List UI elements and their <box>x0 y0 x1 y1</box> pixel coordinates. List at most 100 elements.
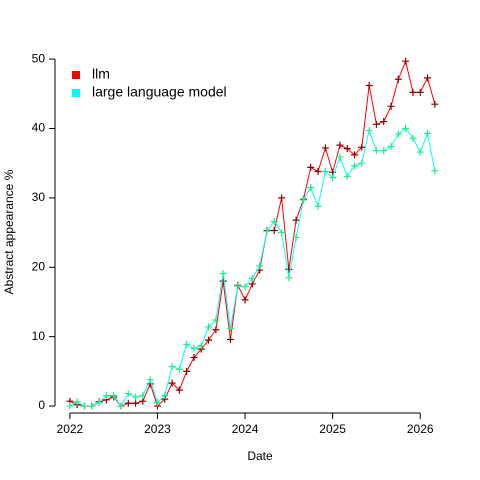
point-marker <box>117 402 125 410</box>
series-line <box>69 127 436 407</box>
point-marker <box>314 202 322 210</box>
y-tick-label: 10 <box>32 329 46 343</box>
series-line <box>69 59 436 407</box>
point-marker <box>314 168 322 176</box>
point-marker <box>431 167 439 175</box>
point-marker <box>278 229 286 237</box>
legend-swatch <box>72 71 80 79</box>
point-marker <box>380 118 388 126</box>
x-tick-label: 2024 <box>232 422 259 436</box>
legend-label: llm <box>92 66 110 82</box>
point-marker <box>146 376 154 384</box>
point-marker <box>416 88 424 96</box>
point-marker <box>299 196 307 204</box>
point-marker <box>241 283 249 291</box>
point-marker <box>95 399 103 407</box>
point-marker <box>168 379 176 387</box>
x-tick-label: 2025 <box>319 422 346 436</box>
point-marker <box>168 363 176 371</box>
y-tick-label: 50 <box>32 51 46 65</box>
point-marker <box>416 148 424 156</box>
x-axis-label: Date <box>247 449 273 463</box>
point-marker <box>336 153 344 161</box>
point-marker <box>336 141 344 149</box>
y-axis-label: Abstract appearance % <box>2 169 16 294</box>
point-marker <box>307 163 315 171</box>
point-marker <box>431 100 439 108</box>
y-tick-label: 40 <box>32 121 46 135</box>
point-marker <box>321 144 329 152</box>
point-marker <box>234 282 242 290</box>
point-marker <box>183 340 191 348</box>
point-marker <box>423 74 431 82</box>
x-tick-label: 2026 <box>407 422 434 436</box>
point-marker <box>256 262 264 270</box>
point-marker <box>205 323 213 331</box>
point-marker <box>307 183 315 191</box>
point-marker <box>205 336 213 344</box>
point-marker <box>212 316 220 324</box>
point-marker <box>88 402 96 410</box>
point-marker <box>66 402 74 410</box>
legend-label: large language model <box>92 84 227 100</box>
point-marker <box>285 265 293 273</box>
point-marker <box>329 174 337 182</box>
point-marker <box>372 147 380 155</box>
y-tick-label: 0 <box>38 398 45 412</box>
point-marker <box>241 296 249 304</box>
point-marker <box>387 143 395 151</box>
x-tick-label: 2022 <box>57 422 84 436</box>
point-marker <box>124 390 132 398</box>
point-marker <box>402 124 410 132</box>
point-marker <box>139 392 147 400</box>
point-marker <box>394 75 402 83</box>
point-marker <box>292 216 300 224</box>
point-marker <box>365 127 373 135</box>
point-marker <box>343 172 351 180</box>
point-marker <box>219 277 227 285</box>
point-marker <box>292 233 300 241</box>
point-marker <box>423 129 431 137</box>
point-marker <box>124 399 132 407</box>
point-marker <box>175 365 183 373</box>
point-marker <box>402 57 410 65</box>
point-marker <box>161 392 169 400</box>
point-marker <box>212 326 220 334</box>
point-marker <box>358 143 366 151</box>
point-marker <box>248 274 256 282</box>
point-marker <box>270 217 278 225</box>
point-marker <box>81 402 89 410</box>
point-marker <box>365 81 373 89</box>
legend-swatch <box>72 89 80 97</box>
point-marker <box>321 168 329 176</box>
point-marker <box>153 399 161 407</box>
point-marker <box>270 227 278 234</box>
point-marker <box>183 367 191 375</box>
point-marker <box>285 274 293 282</box>
point-marker <box>190 344 198 352</box>
point-marker <box>278 194 286 202</box>
y-tick-label: 20 <box>32 259 46 273</box>
point-marker <box>409 88 417 96</box>
point-marker <box>110 392 118 400</box>
x-tick-label: 2023 <box>144 422 171 436</box>
point-marker <box>351 162 359 170</box>
point-marker <box>73 398 81 406</box>
point-marker <box>226 324 234 332</box>
point-marker <box>175 386 183 394</box>
point-marker <box>226 335 234 343</box>
y-tick-label: 30 <box>32 190 46 204</box>
point-marker <box>343 145 351 153</box>
point-marker <box>102 392 110 400</box>
point-marker <box>132 393 140 401</box>
point-marker <box>219 270 227 278</box>
point-marker <box>132 399 140 407</box>
point-marker <box>358 159 366 167</box>
point-marker <box>380 147 388 155</box>
point-marker <box>190 353 198 361</box>
point-marker <box>351 151 359 159</box>
point-marker <box>263 227 271 235</box>
point-marker <box>409 134 417 142</box>
point-marker <box>387 102 395 110</box>
